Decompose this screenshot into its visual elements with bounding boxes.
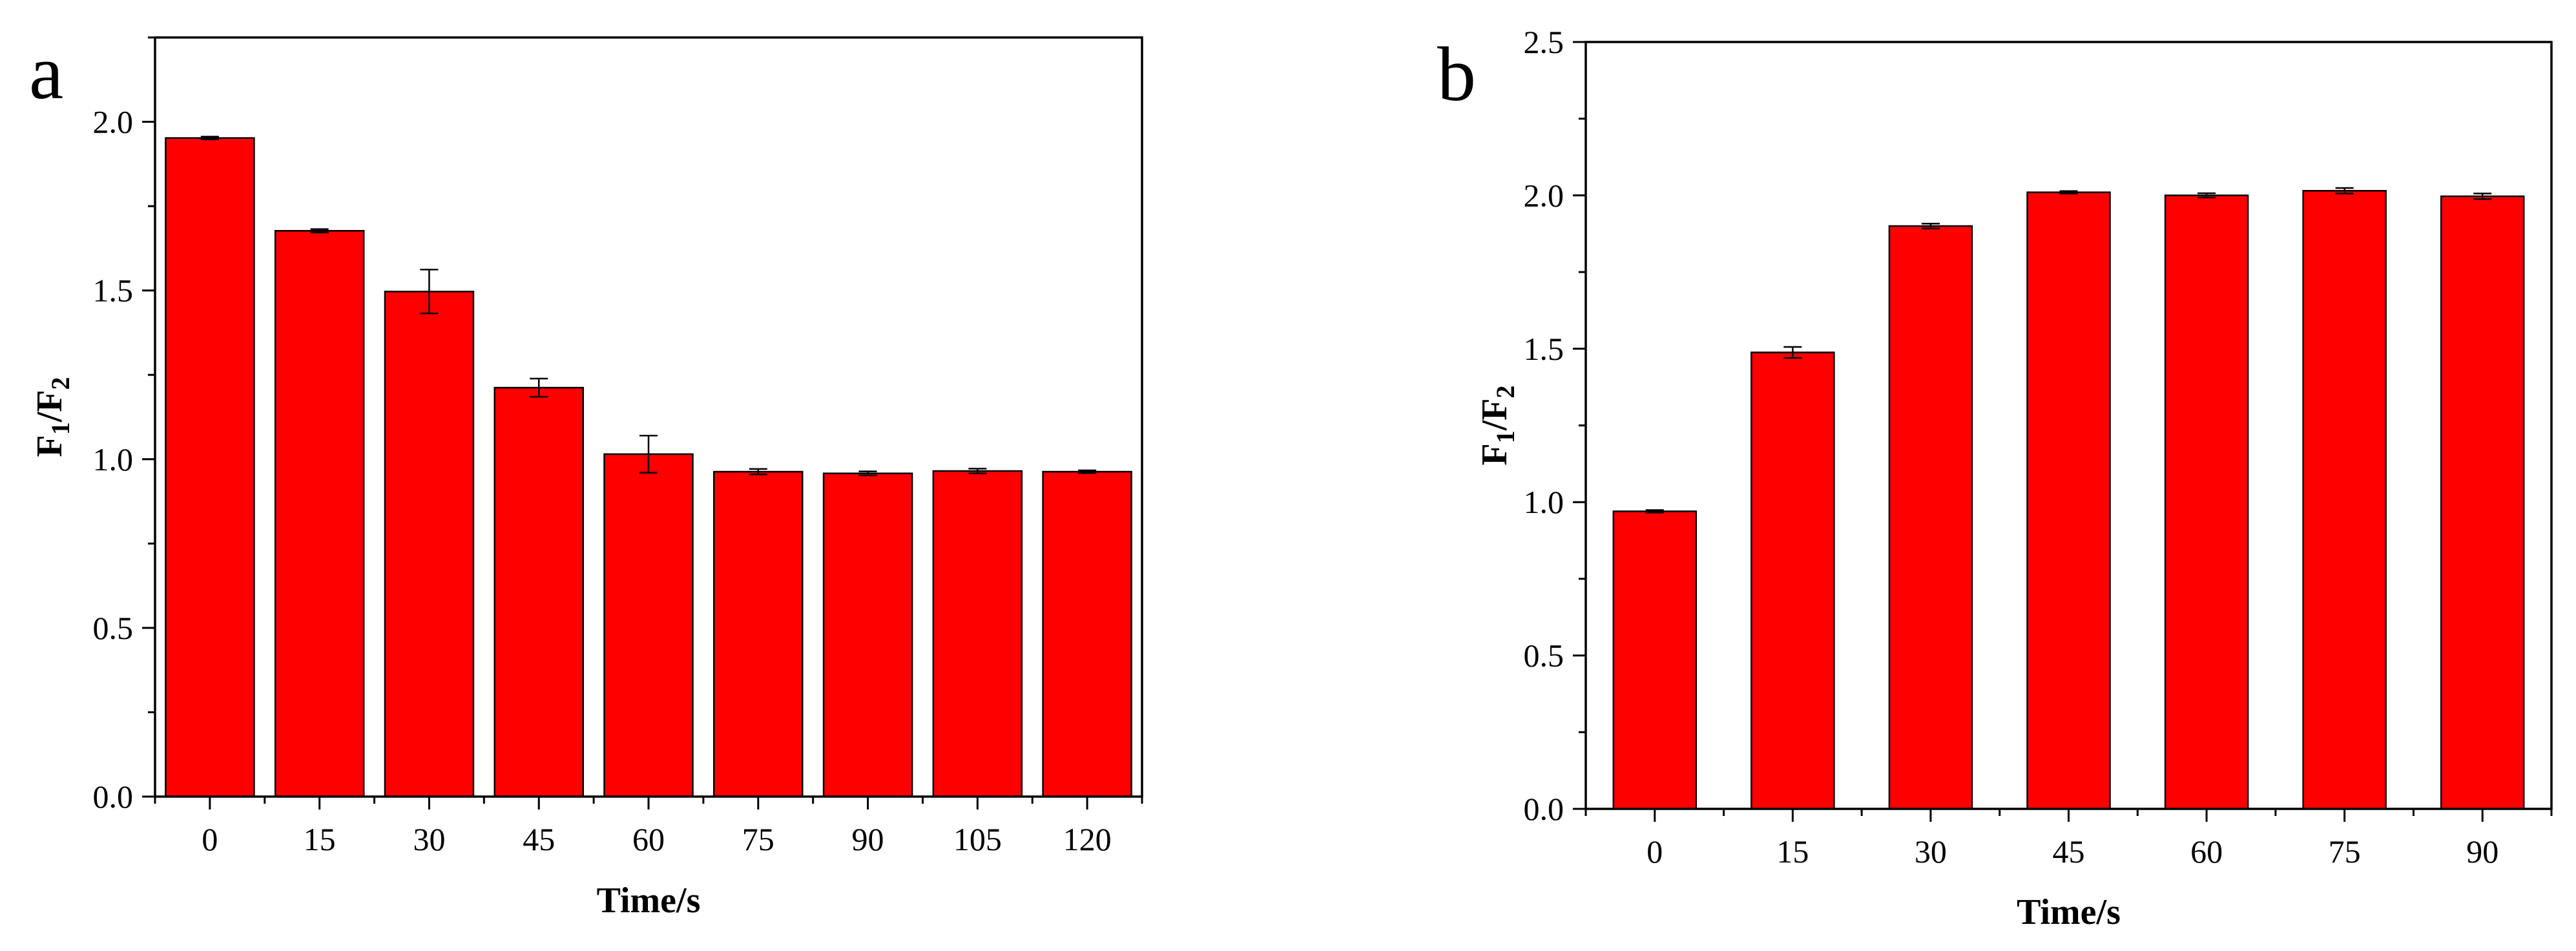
y-axis-title: F1/F2 [1475,386,1520,466]
error-bar-90 [2473,193,2492,200]
panel-label: b [1437,31,1476,117]
error-bar-45 [530,377,548,398]
error-bar-120 [1078,469,1097,474]
error-bar-105 [968,468,987,474]
bar-0 [165,137,255,798]
error-bar-0 [1645,509,1664,514]
chart-panel-b: b 0.0 0.5 1.0 1.5 2.0 2.5 0 15 30 45 60 75 90 Time/s F1… [1292,0,2576,951]
x-tick-label: 75 [2329,833,2361,870]
x-tick-label: 75 [742,821,774,857]
chart-a-svg: a 0.0 0.5 1.0 1.5 2.0 0 15 30 45 60 75 90 105 120 Time/… [29,29,1143,921]
x-tick-label: 30 [413,821,445,857]
error-bar-75 [2335,187,2354,194]
bar-75 [713,470,804,798]
chart-b-svg: b 0.0 0.5 1.0 1.5 2.0 2.5 0 15 30 45 60 75 90 Time/s F1… [1437,24,2553,932]
error-bar-45 [2059,190,2078,194]
error-bar-60 [2197,192,2216,198]
y-tick-label: 0.0 [1524,791,1564,827]
y-tick-label: 1.5 [1524,331,1564,367]
bar-30 [384,290,475,798]
bar-60 [2164,194,2249,810]
error-bar-30 [1921,222,1940,229]
error-bar-60 [639,434,658,474]
x-tick-label: 30 [1915,833,1947,870]
y-tick-label: 1.5 [93,273,134,309]
error-bar-0 [200,136,219,140]
bar-45 [2026,191,2111,810]
x-axis-title: Time/s [597,881,701,921]
error-bar-15 [310,228,329,234]
error-bar-90 [858,470,877,477]
x-tick-label: 60 [2190,833,2223,870]
bar-90 [2440,195,2525,810]
bar-105 [932,470,1023,798]
bar-90 [822,472,913,798]
bar-45 [493,386,584,798]
x-tick-label: 15 [1776,833,1809,870]
panel-label: a [29,29,63,115]
x-tick-label: 120 [1063,821,1112,857]
y-tick-label: 2.5 [1524,24,1564,60]
error-bar-30 [420,269,439,315]
y-tick-label: 0.5 [93,610,134,646]
x-tick-label: 45 [2053,833,2085,870]
bar-15 [1750,351,1835,810]
x-tick-label: 90 [2466,833,2498,870]
error-bar-75 [749,468,767,476]
bar-30 [1888,225,1973,810]
y-tick-label: 0.0 [93,779,134,815]
x-tick-label: 60 [632,821,665,857]
error-bar-15 [1783,346,1802,359]
y-tick-label: 1.0 [1524,484,1564,520]
y-axis-title: F1/F2 [30,377,75,457]
x-axis-title: Time/s [2017,892,2121,932]
x-tick-label: 15 [304,821,336,857]
bar-60 [603,453,694,798]
bar-120 [1042,470,1132,798]
x-tick-label: 0 [1646,833,1663,870]
x-tick-label: 0 [202,821,218,857]
y-tick-label: 0.5 [1524,638,1564,674]
y-tick-label: 1.0 [93,441,134,477]
y-tick-label: 2.0 [93,104,134,140]
bar-15 [274,229,365,798]
x-tick-label: 45 [523,821,555,857]
x-tick-label: 90 [852,821,884,857]
y-tick-label: 2.0 [1524,177,1564,213]
x-tick-label: 105 [953,821,1002,857]
bar-0 [1612,510,1698,810]
chart-panel-a: a 0.0 0.5 1.0 1.5 2.0 0 15 30 45 60 75 90 105 120 Time/… [29,29,1143,921]
bar-75 [2302,190,2387,810]
